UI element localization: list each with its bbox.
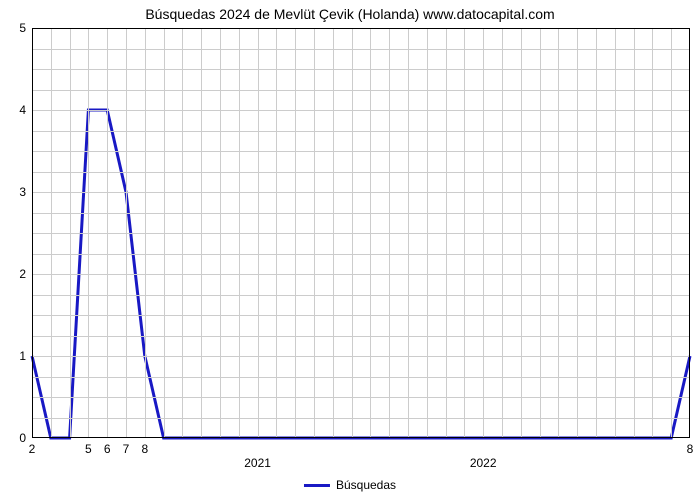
gridline-v bbox=[427, 28, 428, 438]
gridline-h bbox=[32, 315, 690, 316]
x-tick-label: 8 bbox=[687, 442, 694, 456]
gridline-v bbox=[276, 28, 277, 438]
gridline-h bbox=[32, 172, 690, 173]
gridline-v bbox=[314, 28, 315, 438]
gridline-v bbox=[258, 28, 259, 438]
x-year-label: 2021 bbox=[244, 456, 271, 470]
gridline-v bbox=[164, 28, 165, 438]
gridline-v bbox=[446, 28, 447, 438]
gridline-v bbox=[370, 28, 371, 438]
plot-border bbox=[689, 28, 690, 438]
y-tick-label: 2 bbox=[6, 267, 26, 281]
gridline-h bbox=[32, 418, 690, 419]
x-year-label: 2022 bbox=[470, 456, 497, 470]
gridline-h bbox=[32, 356, 690, 357]
gridline-v bbox=[295, 28, 296, 438]
y-tick-label: 1 bbox=[6, 349, 26, 363]
gridline-v bbox=[558, 28, 559, 438]
gridline-h bbox=[32, 90, 690, 91]
gridline-h bbox=[32, 110, 690, 111]
gridline-h bbox=[32, 254, 690, 255]
gridline-v bbox=[408, 28, 409, 438]
gridline-h bbox=[32, 49, 690, 50]
gridline-v bbox=[145, 28, 146, 438]
gridline-v bbox=[70, 28, 71, 438]
x-tick-label: 7 bbox=[123, 442, 130, 456]
gridline-v bbox=[596, 28, 597, 438]
gridline-h bbox=[32, 131, 690, 132]
gridline-v bbox=[126, 28, 127, 438]
gridline-h bbox=[32, 295, 690, 296]
gridline-v bbox=[634, 28, 635, 438]
gridline-h bbox=[32, 151, 690, 152]
gridline-v bbox=[88, 28, 89, 438]
x-tick-label: 5 bbox=[85, 442, 92, 456]
legend: Búsquedas bbox=[304, 478, 396, 492]
gridline-v bbox=[333, 28, 334, 438]
plot-border bbox=[32, 28, 33, 438]
gridline-v bbox=[201, 28, 202, 438]
gridline-v bbox=[483, 28, 484, 438]
gridline-h bbox=[32, 397, 690, 398]
gridline-h bbox=[32, 274, 690, 275]
gridline-h bbox=[32, 69, 690, 70]
gridline-v bbox=[239, 28, 240, 438]
y-tick-label: 0 bbox=[6, 431, 26, 445]
gridline-v bbox=[652, 28, 653, 438]
gridline-h bbox=[32, 192, 690, 193]
x-tick-label: 2 bbox=[29, 442, 36, 456]
gridline-v bbox=[51, 28, 52, 438]
gridline-v bbox=[352, 28, 353, 438]
gridline-v bbox=[615, 28, 616, 438]
gridline-v bbox=[502, 28, 503, 438]
plot-border bbox=[32, 28, 690, 29]
x-tick-label: 6 bbox=[104, 442, 111, 456]
plot-border bbox=[32, 437, 690, 438]
gridline-v bbox=[521, 28, 522, 438]
legend-swatch bbox=[304, 484, 330, 487]
plot-area: 01234525678820212022 bbox=[32, 28, 690, 438]
chart-container: Búsquedas 2024 de Mevlüt Çevik (Holanda)… bbox=[0, 0, 700, 500]
y-tick-label: 3 bbox=[6, 185, 26, 199]
gridline-v bbox=[107, 28, 108, 438]
gridline-v bbox=[671, 28, 672, 438]
gridline-h bbox=[32, 336, 690, 337]
gridline-h bbox=[32, 377, 690, 378]
gridline-h bbox=[32, 233, 690, 234]
gridline-v bbox=[220, 28, 221, 438]
gridline-v bbox=[577, 28, 578, 438]
legend-label: Búsquedas bbox=[336, 478, 396, 492]
chart-title: Búsquedas 2024 de Mevlüt Çevik (Holanda)… bbox=[0, 0, 700, 22]
y-tick-label: 4 bbox=[6, 103, 26, 117]
y-tick-label: 5 bbox=[6, 21, 26, 35]
x-tick-label: 8 bbox=[141, 442, 148, 456]
gridline-h bbox=[32, 213, 690, 214]
gridline-v bbox=[182, 28, 183, 438]
gridline-v bbox=[464, 28, 465, 438]
gridline-v bbox=[540, 28, 541, 438]
gridline-v bbox=[389, 28, 390, 438]
